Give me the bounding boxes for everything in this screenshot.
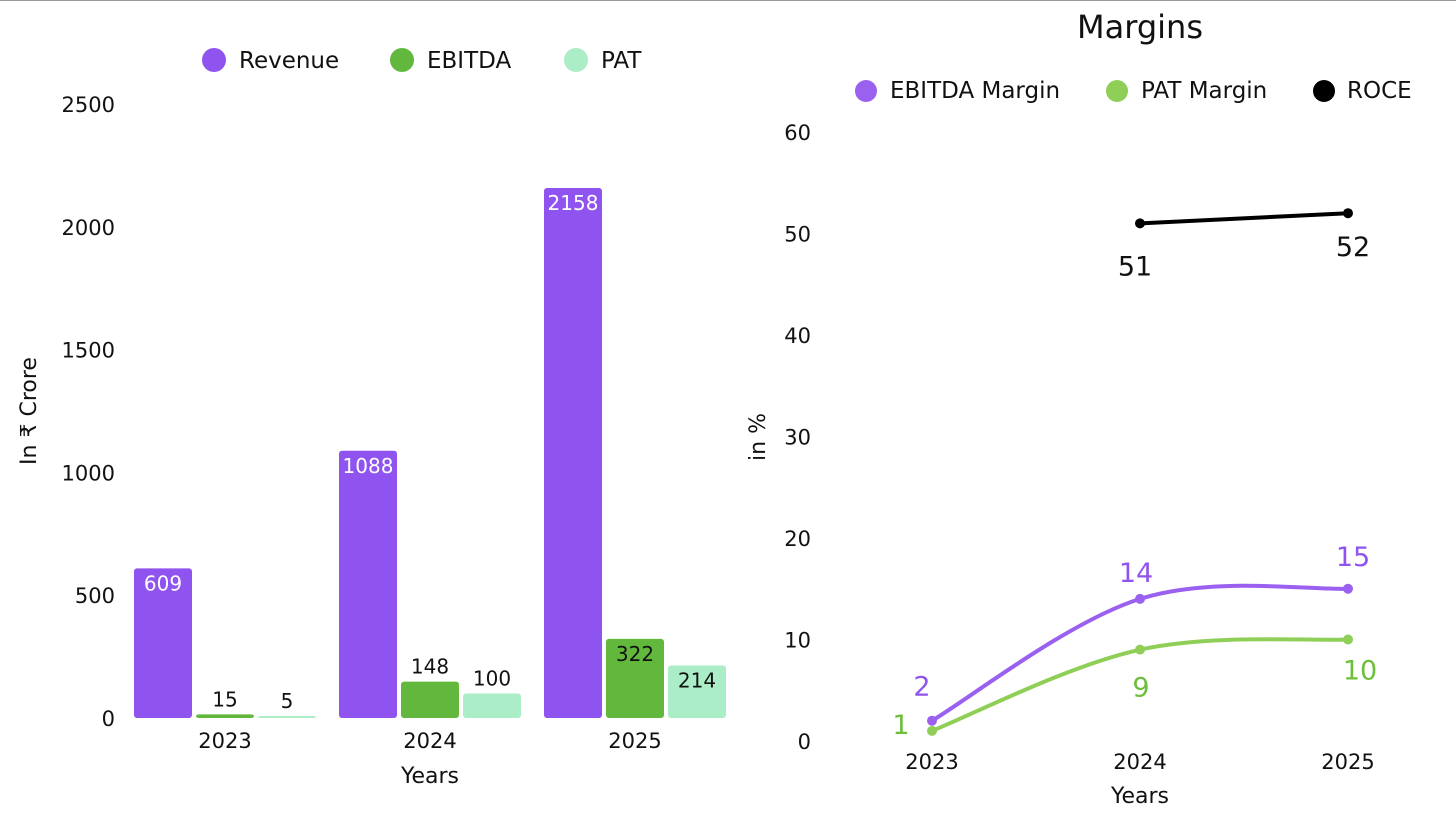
point-value-label: 9	[1132, 673, 1149, 704]
x-tick-label: 2023	[905, 750, 958, 774]
bar-ebitda-2023	[196, 714, 254, 718]
legend-marker-roce-icon	[1313, 80, 1335, 102]
x-tick-label: 2023	[198, 729, 251, 753]
y-tick-label: 1000	[62, 461, 115, 485]
legend-marker-pat-icon	[564, 48, 588, 72]
point-value-label: 14	[1119, 558, 1153, 589]
y-tick-label: 10	[784, 629, 811, 653]
y-tick-label: 60	[784, 121, 811, 145]
top-border	[0, 0, 1456, 1]
legend-marker-ebitda-icon	[390, 48, 414, 72]
legend-marker-revenue-icon	[202, 48, 226, 72]
point-value-label: 52	[1336, 232, 1370, 263]
y-axis-title: in %	[746, 413, 771, 461]
revenue-bar-chart: Revenue EBITDA PAT 0 500 1000 1500 2000 2500 In ₹…	[17, 48, 726, 789]
legend-label-ebitda-margin: EBITDA Margin	[890, 78, 1060, 104]
bar-value-label: 2158	[548, 191, 599, 215]
bar-revenue-2024	[339, 450, 397, 718]
bar-pat-2025	[668, 665, 726, 718]
y-tick-label: 30	[784, 426, 811, 450]
x-tick-label: 2024	[1113, 750, 1166, 774]
point-value-label: 51	[1118, 251, 1152, 282]
bar-value-label: 148	[411, 655, 449, 679]
bar-value-label: 1088	[343, 454, 394, 478]
y-tick-label: 500	[75, 584, 115, 608]
bar-value-label: 322	[616, 642, 654, 666]
point-pat-margin-2023	[927, 725, 937, 736]
bar-ebitda-2024	[401, 681, 459, 718]
legend-marker-ebitda-margin-icon	[855, 80, 877, 102]
point-ebitda-margin-2024	[1135, 593, 1145, 604]
y-tick-label: 50	[784, 223, 811, 247]
x-axis-title: Years	[400, 764, 459, 789]
y-tick-label: 20	[784, 527, 811, 551]
bar-ebitda-2025	[606, 638, 664, 718]
bar-pat-2024	[463, 693, 521, 718]
legend-marker-pat-margin-icon	[1106, 80, 1128, 102]
legend-label-revenue: Revenue	[239, 48, 339, 74]
bar-revenue-2023	[134, 568, 192, 718]
legend-label-pat: PAT	[601, 48, 642, 74]
y-tick-label: 2000	[62, 216, 115, 240]
point-value-label: 15	[1336, 542, 1370, 573]
y-tick-label: 0	[798, 730, 811, 754]
point-roce-2025	[1343, 208, 1353, 219]
point-ebitda-margin-2025	[1343, 583, 1353, 594]
bar-revenue-2025	[544, 187, 602, 719]
bar-value-label: 609	[144, 571, 182, 595]
point-value-label: 1	[892, 710, 909, 741]
bar-value-label: 100	[473, 666, 511, 690]
bar-pat-2023	[258, 716, 316, 718]
point-roce-2024	[1135, 218, 1145, 229]
y-axis-title: In ₹ Crore	[17, 357, 42, 465]
point-value-label: 2	[913, 672, 930, 703]
bar-value-label: 5	[281, 689, 294, 713]
y-tick-label: 40	[784, 324, 811, 348]
y-tick-label: 1500	[62, 339, 115, 363]
point-value-label: 10	[1343, 656, 1377, 687]
legend-label-roce: ROCE	[1347, 78, 1412, 104]
bar-value-label: 15	[212, 687, 237, 711]
point-pat-margin-2025	[1343, 634, 1353, 645]
chart-title: Margins	[1077, 8, 1203, 46]
point-pat-margin-2024	[1135, 644, 1145, 655]
line-roce	[1138, 211, 1350, 226]
x-tick-label: 2024	[403, 729, 456, 753]
x-axis-title: Years	[1110, 784, 1169, 809]
y-tick-label: 0	[102, 707, 115, 731]
point-ebitda-margin-2023	[927, 715, 937, 726]
x-tick-label: 2025	[608, 729, 661, 753]
legend-label-pat-margin: PAT Margin	[1141, 78, 1267, 104]
margins-line-chart: Margins EBITDA Margin PAT Margin ROCE 0 10 20 3…	[746, 8, 1412, 809]
bar-value-label: 214	[678, 668, 716, 692]
y-tick-label: 2500	[62, 93, 115, 117]
legend-label-ebitda: EBITDA	[427, 48, 511, 74]
x-tick-label: 2025	[1321, 750, 1374, 774]
